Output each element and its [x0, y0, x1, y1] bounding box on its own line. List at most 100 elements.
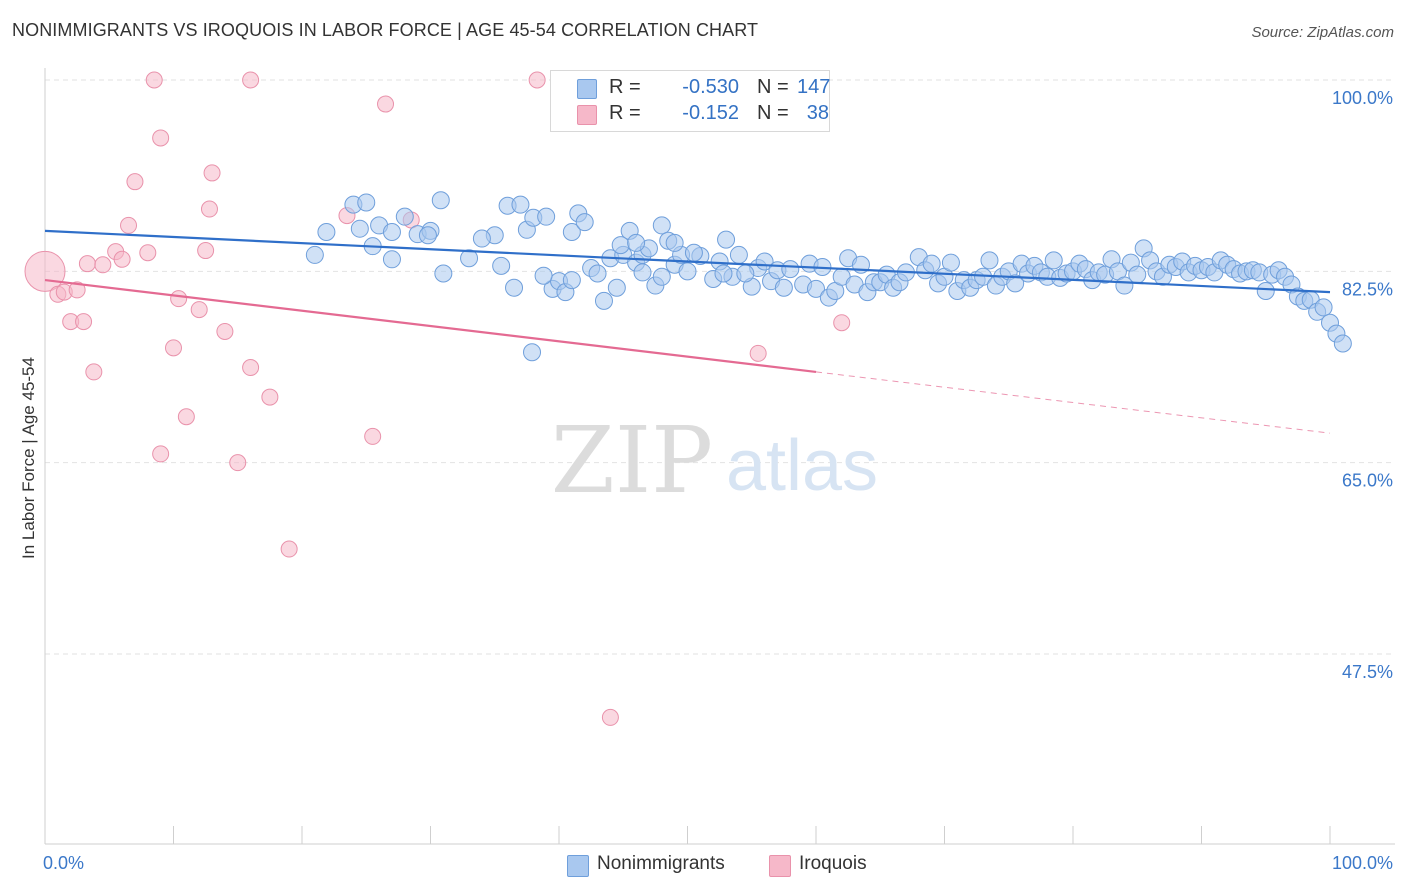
bottom-legend: Nonimmigrants Iroquois: [0, 853, 1406, 877]
nonimmigrants-point: [357, 193, 376, 212]
nonimmigrants-point: [729, 245, 748, 264]
iroquois-point: [85, 363, 103, 381]
nonimmigrants-point: [594, 291, 613, 310]
nonimmigrants-point: [774, 278, 793, 297]
nonimmigrants-point: [980, 251, 999, 270]
iroquois-point: [364, 427, 382, 445]
nonimmigrants-point: [714, 264, 733, 283]
iroquois-point: [280, 540, 298, 558]
nonimmigrants-point: [678, 262, 697, 281]
tick-labels: 100.0% 82.5% 65.0% 47.5% 0.0% 100.0%: [43, 88, 1393, 873]
nonimmigrants-point: [1256, 282, 1275, 301]
nonimmigrants-point: [684, 243, 703, 262]
nonimmigrants-trend-line: [44, 229, 1331, 294]
nonimmigrants-point: [382, 250, 401, 269]
iroquois-point: [120, 216, 138, 234]
legend-label: Nonimmigrants: [597, 853, 725, 874]
n-value: 38: [806, 102, 829, 124]
iroquois-legend-swatch: [769, 855, 791, 877]
iroquois-point: [170, 290, 188, 308]
iroquois-point: [242, 359, 260, 377]
iroquois-point: [197, 242, 215, 260]
iroquois-points: [24, 71, 851, 726]
nonimmigrants-points: [305, 191, 1352, 362]
watermark: ZIP atlas: [551, 407, 878, 514]
nonimmigrants-point: [562, 222, 581, 241]
watermark-atlas: atlas: [726, 426, 878, 506]
iroquois-swatch: [577, 105, 597, 125]
nonimmigrants-point: [492, 256, 511, 275]
iroquois-point: [601, 708, 619, 726]
nonimmigrants-point: [395, 207, 414, 226]
nonimmigrants-point: [941, 253, 960, 272]
n-label: N =: [757, 102, 789, 124]
nonimmigrants-point: [627, 233, 646, 252]
iroquois-point: [24, 250, 66, 292]
r-label: R =: [609, 76, 641, 98]
nonimmigrants-point: [418, 226, 437, 245]
iroquois-point: [749, 344, 767, 362]
nonimmigrants-point: [717, 230, 736, 249]
nonimmigrants-legend-swatch: [567, 855, 589, 877]
nonimmigrants-point: [575, 213, 594, 232]
nonimmigrants-point: [460, 249, 479, 268]
n-value: 147: [797, 76, 831, 98]
n-label: N =: [757, 76, 789, 98]
nonimmigrants-point: [1006, 274, 1025, 293]
iroquois-point: [113, 250, 131, 268]
nonimmigrants-point: [588, 264, 607, 283]
axes: [44, 68, 1395, 845]
watermark-zip: ZIP: [551, 407, 713, 514]
nonimmigrants-point: [1128, 265, 1147, 284]
nonimmigrants-point: [1333, 334, 1352, 353]
y-tick-label: 65.0%: [1342, 471, 1393, 491]
r-value: -0.530: [682, 76, 739, 98]
nonimmigrants-point: [1044, 251, 1063, 270]
iroquois-point: [152, 129, 170, 147]
iroquois-trend-extension: [815, 371, 1331, 434]
nonimmigrants-point: [922, 254, 941, 273]
iroquois-point: [68, 281, 86, 299]
iroquois-point: [261, 388, 279, 406]
nonimmigrants-point: [652, 216, 671, 235]
iroquois-point: [528, 71, 546, 89]
iroquois-point: [833, 314, 851, 332]
nonimmigrants-point: [434, 264, 453, 283]
nonimmigrants-point: [523, 343, 542, 362]
iroquois-point: [78, 255, 96, 273]
nonimmigrants-point: [350, 219, 369, 238]
nonimmigrants-point: [1314, 298, 1333, 317]
nonimmigrants-point: [652, 267, 671, 286]
iroquois-point: [203, 164, 221, 182]
r-label: R =: [609, 102, 641, 124]
iroquois-point: [377, 95, 395, 113]
iroquois-point: [139, 244, 157, 262]
iroquois-point: [165, 339, 182, 357]
iroquois-point: [229, 454, 247, 472]
nonimmigrants-point: [534, 266, 553, 285]
iroquois-point: [200, 200, 218, 218]
x-tick-label: 0.0%: [43, 853, 84, 873]
trend-lines: [44, 229, 1331, 434]
iroquois-point: [94, 256, 112, 274]
nonimmigrants-point: [382, 222, 401, 241]
iroquois-point: [145, 71, 163, 89]
nonimmigrants-point: [511, 195, 530, 214]
nonimmigrants-point: [633, 263, 652, 282]
y-axis-title: In Labor Force | Age 45-54: [19, 357, 38, 559]
nonimmigrants-point: [781, 260, 800, 279]
y-tick-label: 47.5%: [1342, 662, 1393, 682]
nonimmigrants-point: [807, 279, 825, 298]
stats-legend: R = -0.530 N = 147 R = -0.152 N = 38: [550, 70, 830, 132]
nonimmigrants-point: [562, 271, 581, 290]
nonimmigrants-point: [505, 278, 524, 297]
y-tick-label: 82.5%: [1342, 279, 1393, 299]
iroquois-point: [190, 301, 208, 319]
nonimmigrants-point: [472, 229, 491, 248]
nonimmigrants-point: [537, 207, 556, 226]
nonimmigrants-point: [611, 236, 630, 255]
legend-label: Iroquois: [799, 853, 867, 874]
x-tick-label: 100.0%: [1332, 853, 1393, 873]
chart-title: NONIMMIGRANTS VS IROQUOIS IN LABOR FORCE…: [12, 20, 759, 40]
nonimmigrants-point: [305, 245, 324, 264]
